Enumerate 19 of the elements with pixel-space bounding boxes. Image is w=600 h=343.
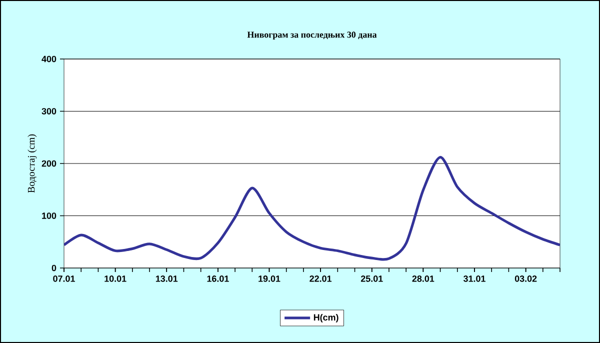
x-tick-label: 25.01	[360, 276, 383, 282]
chart-title: Нивограм за последњих 30 дана	[247, 32, 377, 40]
legend-label: H(cm)	[314, 314, 338, 322]
x-tick-label: 10.01	[104, 276, 126, 282]
x-tick-label: 28.01	[412, 276, 434, 282]
x-tick-label: 31.01	[463, 276, 486, 282]
x-tick-label: 16.01	[207, 276, 229, 282]
y-tick-label: 300	[42, 108, 56, 114]
x-tick-label: 07.01	[53, 276, 75, 282]
y-tick-label: 400	[42, 56, 56, 62]
x-tick-label: 22.01	[310, 276, 332, 282]
y-axis-title: Водостај (cm)	[28, 134, 37, 193]
x-tick-label: 13.01	[156, 276, 178, 282]
x-tick-label: 03.02	[514, 276, 537, 282]
y-tick-label: 0	[52, 264, 56, 272]
x-tick-label: 19.01	[258, 276, 280, 282]
line-series	[64, 156, 560, 261]
y-tick-label: 100	[42, 212, 56, 219]
y-tick-label: 200	[42, 160, 56, 167]
